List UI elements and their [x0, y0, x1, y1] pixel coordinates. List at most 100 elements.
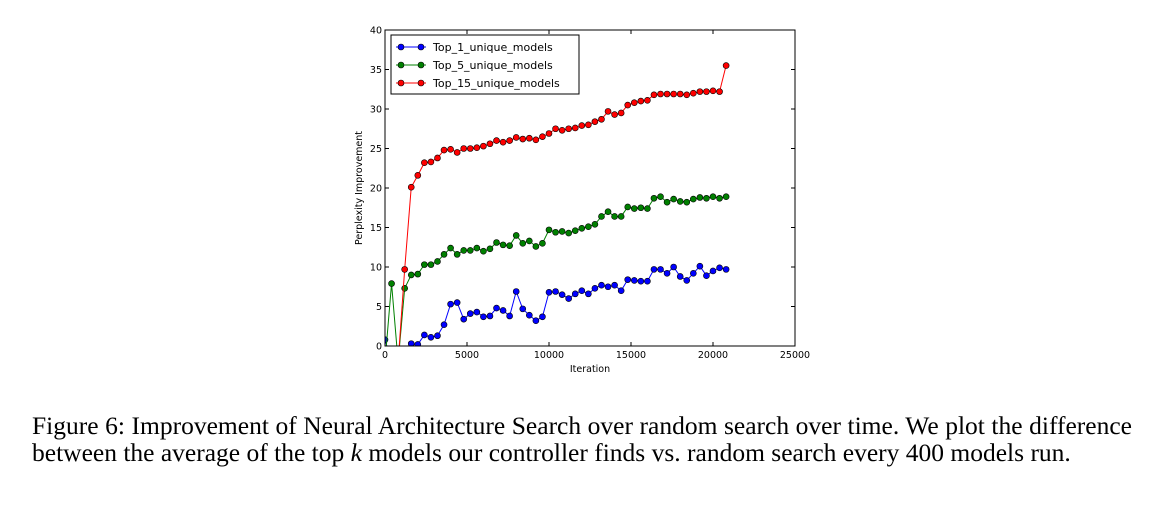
data-point-top5 — [578, 224, 586, 232]
data-point-top5 — [571, 227, 579, 234]
figure-label: Figure 6: — [32, 411, 125, 440]
x-tick-label: 0 — [382, 350, 388, 361]
data-point-top5 — [558, 228, 566, 235]
x-tick-label: 25000 — [780, 350, 810, 361]
data-point-top5 — [499, 241, 507, 249]
data-point-top5 — [683, 198, 691, 206]
data-point-top5 — [388, 280, 395, 287]
data-point-top15 — [480, 142, 487, 150]
data-point-top1 — [526, 311, 533, 319]
data-point-top5 — [427, 261, 435, 268]
data-point-top5 — [624, 203, 632, 211]
data-point-top15 — [558, 127, 566, 134]
series-top15 — [398, 62, 730, 346]
data-point-top1 — [604, 283, 612, 291]
data-point-top15 — [506, 137, 513, 144]
y-tick-label: 40 — [370, 26, 382, 37]
data-point-top15 — [716, 88, 723, 95]
data-point-top5 — [657, 193, 664, 200]
data-point-top15 — [552, 125, 559, 133]
legend-entry-top15: Top_15_unique_models — [396, 77, 560, 90]
x-tick-label: 20000 — [698, 350, 728, 361]
legend-entry-top5: Top_5_unique_models — [396, 59, 553, 72]
data-point-top15 — [407, 183, 415, 191]
caption-variable-k: k — [350, 438, 362, 467]
data-point-top15 — [585, 121, 592, 129]
data-point-top15 — [466, 145, 474, 152]
data-point-top1 — [624, 276, 632, 283]
data-point-top1 — [676, 273, 684, 280]
data-point-top5 — [466, 247, 474, 254]
data-point-top1 — [460, 315, 468, 323]
data-point-top5 — [611, 213, 618, 220]
data-point-top15 — [598, 115, 605, 123]
data-point-top5 — [617, 213, 625, 220]
data-point-top1 — [585, 290, 592, 298]
data-point-top5 — [696, 194, 704, 201]
figure-caption: Figure 6: Improvement of Neural Architec… — [32, 412, 1132, 466]
data-point-top15 — [526, 134, 533, 142]
data-point-top1 — [611, 281, 618, 289]
data-point-top5 — [716, 194, 723, 202]
data-point-top1 — [598, 281, 605, 289]
data-point-top1 — [657, 266, 664, 273]
data-point-top1 — [466, 310, 474, 317]
data-point-top15 — [604, 108, 612, 115]
data-point-top5 — [480, 247, 487, 255]
data-point-top15 — [630, 99, 638, 106]
data-point-top15 — [453, 149, 461, 156]
x-tick-label: 5000 — [455, 350, 479, 361]
data-point-top5 — [585, 223, 592, 231]
data-point-top15 — [657, 90, 664, 98]
data-point-top1 — [453, 299, 461, 306]
series-line-top15 — [398, 65, 727, 346]
data-point-top15 — [690, 89, 697, 97]
data-point-top15 — [427, 158, 435, 166]
data-point-top1 — [440, 321, 448, 328]
y-tick-label: 20 — [370, 184, 382, 195]
data-point-top15 — [512, 134, 520, 141]
data-point-top1 — [650, 266, 658, 273]
legend-marker-top5-b — [417, 61, 425, 69]
legend-label-top1: Top_1_unique_models — [432, 41, 553, 54]
data-point-top1 — [578, 287, 586, 295]
data-point-top5 — [644, 205, 651, 212]
y-tick-label: 35 — [370, 65, 382, 76]
data-point-top1 — [512, 288, 520, 295]
data-point-top5 — [663, 198, 671, 206]
data-point-top5 — [519, 240, 527, 247]
data-point-top15 — [447, 145, 454, 153]
data-point-top1 — [696, 262, 704, 270]
data-point-top15 — [696, 88, 704, 95]
data-point-top5 — [670, 195, 677, 203]
data-point-top5 — [709, 193, 717, 200]
caption-text-part2: models our controller finds vs. random s… — [361, 438, 1071, 467]
data-point-top1 — [637, 277, 645, 285]
data-point-top15 — [676, 90, 684, 98]
legend-marker-top15-b — [417, 79, 425, 87]
data-point-top15 — [683, 91, 691, 99]
data-point-top15 — [624, 101, 632, 109]
data-point-top1 — [506, 312, 513, 320]
data-point-top15 — [460, 145, 468, 152]
y-tick-label: 15 — [370, 223, 382, 234]
data-point-top1 — [690, 270, 697, 277]
data-point-top5 — [676, 198, 684, 205]
data-point-top15 — [414, 172, 422, 179]
data-point-top15 — [722, 62, 730, 69]
data-point-top5 — [604, 208, 612, 215]
data-point-top5 — [552, 228, 559, 236]
data-point-top5 — [722, 193, 730, 200]
data-point-top15 — [532, 136, 540, 144]
data-point-top5 — [473, 244, 481, 252]
data-point-top5 — [526, 237, 533, 245]
line-chart: 0 5000 10000 15000 20000 25000 0 5 10 15 20 25 30 35 4… — [354, 26, 810, 376]
data-point-top1 — [571, 290, 579, 298]
series-top1 — [385, 262, 730, 346]
legend-marker-top5 — [397, 61, 405, 69]
data-point-top15 — [650, 91, 658, 99]
data-point-top1 — [722, 266, 730, 273]
data-point-top1 — [539, 313, 546, 321]
data-point-top5 — [690, 195, 697, 203]
data-point-top5 — [539, 240, 546, 247]
